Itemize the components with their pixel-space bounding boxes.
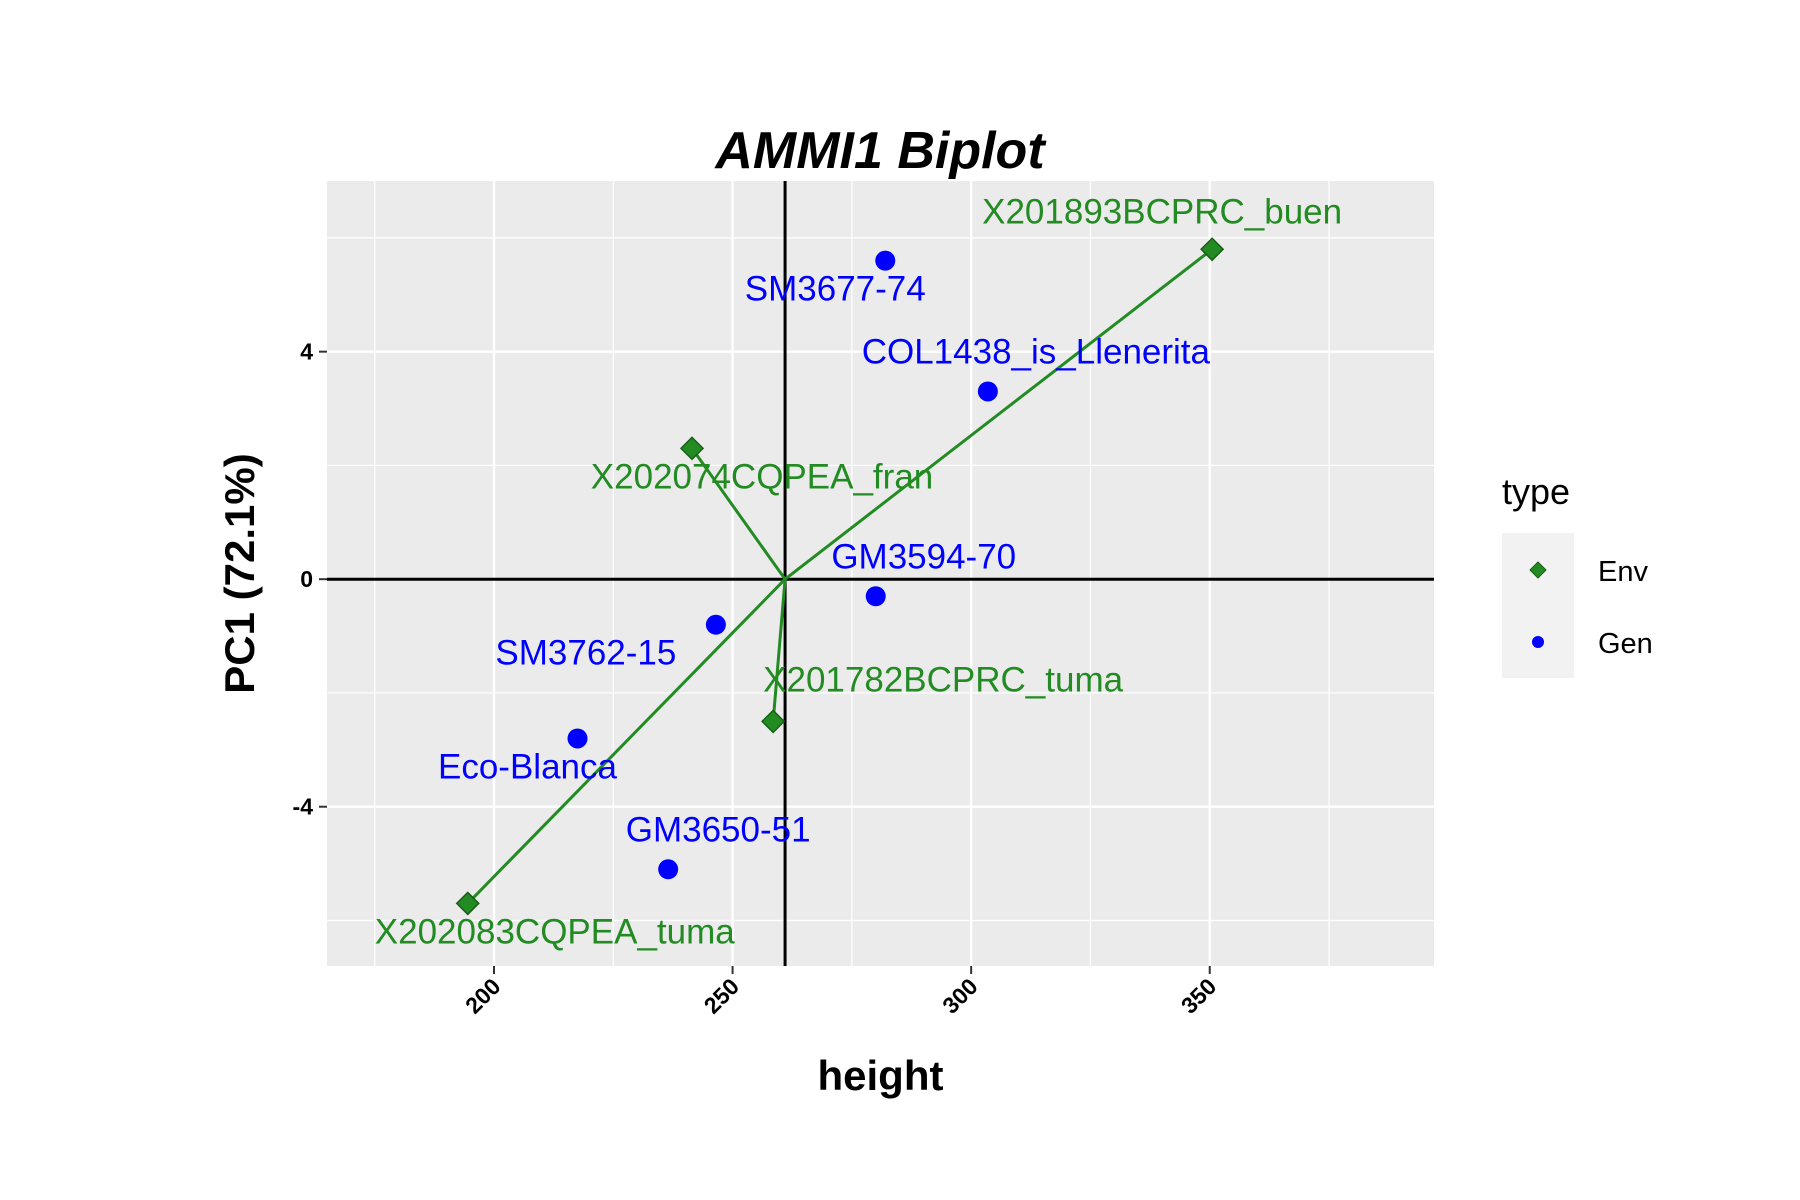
x-tick-label: 300 <box>937 973 983 1019</box>
env-point-marker <box>679 436 705 461</box>
gen-point-marker <box>865 586 886 607</box>
gen-point-label: SM3677-74 <box>745 270 926 309</box>
y-tick-label: -4 <box>293 794 314 820</box>
gen-point-marker <box>977 381 998 402</box>
x-tick-label: 250 <box>699 973 745 1019</box>
env-vector-line <box>690 447 787 581</box>
gen-point-label: GM3650-51 <box>626 810 811 849</box>
legend-key-background <box>1502 533 1574 678</box>
env-point-label: X201893BCPRC_buen <box>982 192 1342 231</box>
data-points <box>455 237 1225 916</box>
env-point-label: X202083CQPEA_tuma <box>375 912 735 951</box>
env-point-marker <box>1200 237 1225 262</box>
legend-env-marker <box>1529 561 1547 579</box>
y-tick-label: 0 <box>300 566 313 592</box>
env-point-label: X201782BCPRC_tuma <box>763 660 1123 699</box>
legend-label: Gen <box>1598 628 1653 660</box>
x-axis-title: height <box>818 1052 944 1099</box>
gen-point-label: COL1438_is_Llenerita <box>862 332 1211 371</box>
gen-point-label: GM3594-70 <box>831 537 1016 576</box>
env-vector-line <box>771 579 787 722</box>
x-tick-label: 200 <box>460 973 506 1019</box>
env-vector-line <box>466 578 787 905</box>
chart-title: AMMI1 Biplot <box>713 122 1047 180</box>
environment-vectors <box>466 248 1214 905</box>
plot-panel <box>327 181 1434 966</box>
gen-point-marker <box>658 859 679 880</box>
reference-lines <box>327 181 1434 966</box>
point-labels: X201893BCPRC_buen X202074CQPEA_fran X20178… <box>375 192 1342 951</box>
env-point-marker <box>455 891 480 916</box>
gen-point-label: SM3762-15 <box>495 634 676 673</box>
gen-point-marker <box>705 614 726 635</box>
x-tick-label: 350 <box>1176 973 1222 1019</box>
env-point-marker <box>761 709 786 734</box>
gen-point-marker <box>875 250 896 271</box>
gen-point-marker <box>567 728 588 749</box>
legend-gen-marker <box>1532 636 1544 648</box>
gen-point-label: Eco-Blanca <box>438 747 618 786</box>
legend-title: type <box>1502 471 1570 512</box>
legend-label: Env <box>1598 556 1648 588</box>
env-point-label: X202074CQPEA_fran <box>591 457 933 496</box>
legend: type Env Gen <box>1502 471 1653 678</box>
y-axis-title: PC1 (72.1%) <box>216 453 263 693</box>
y-tick-label: 4 <box>300 339 313 365</box>
env-vector-line <box>784 248 1214 581</box>
